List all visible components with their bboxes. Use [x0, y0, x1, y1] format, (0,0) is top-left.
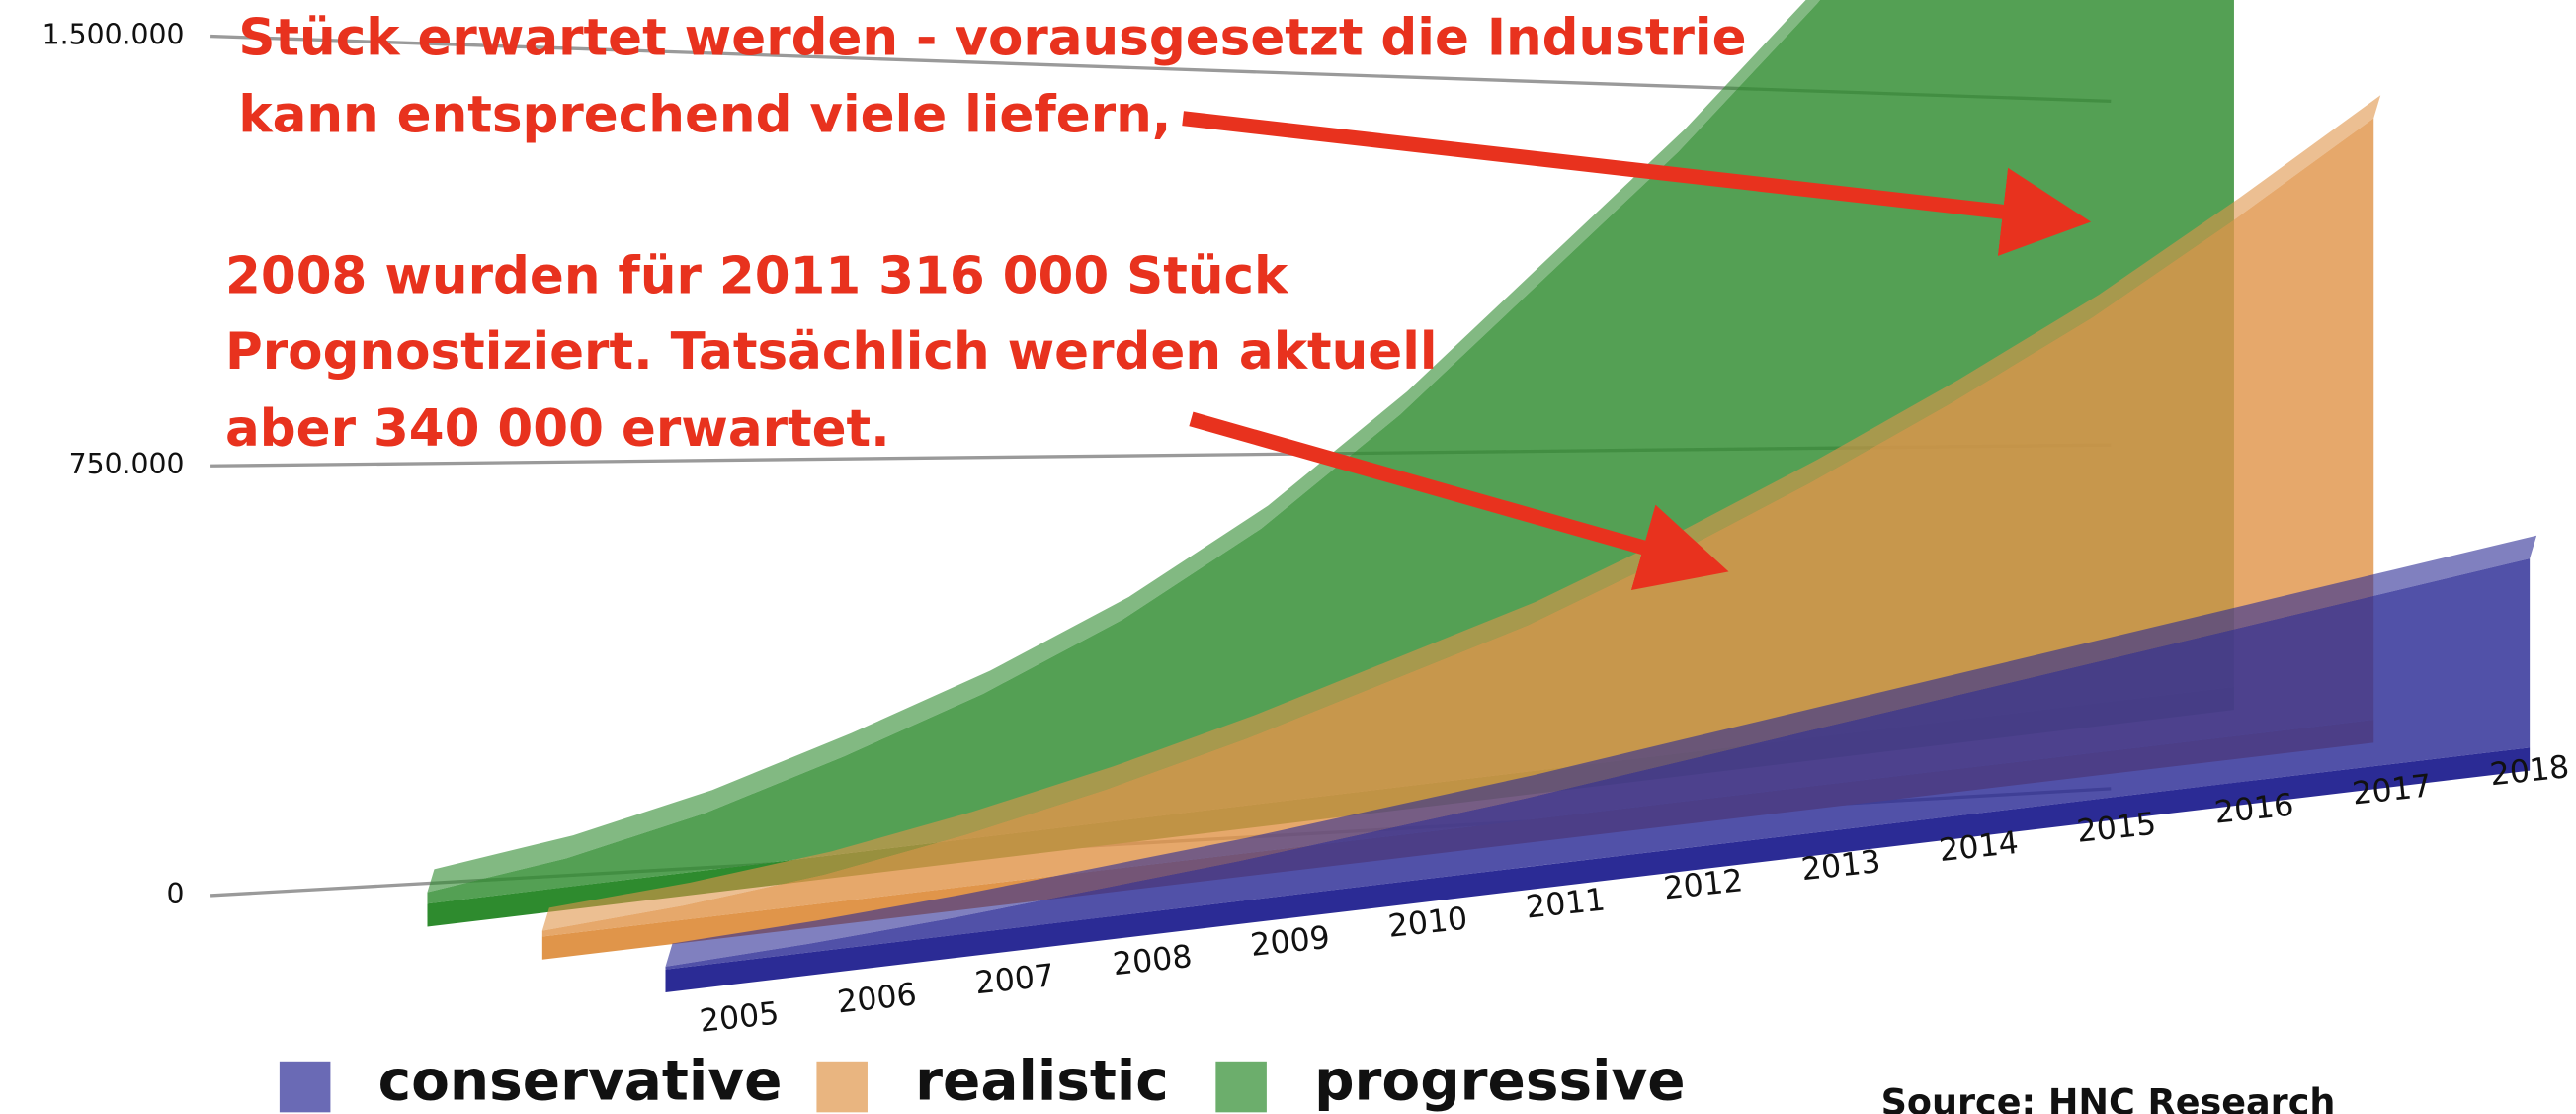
x-tick-label: 2016 — [2212, 788, 2295, 831]
source: Source: HNC Research — [1881, 1081, 2336, 1114]
annotation: Stück erwartet werden - vorausgesetzt di… — [238, 9, 1746, 68]
area-base — [665, 747, 2531, 992]
x-tick-label: 2005 — [698, 995, 781, 1039]
y-tick-label: 1.500.000 — [42, 19, 185, 51]
legend-swatch — [279, 1061, 331, 1113]
legend-label: conservative — [378, 1050, 783, 1114]
x-tick-label: 2007 — [973, 958, 1056, 1001]
legend-label: progressive — [1314, 1050, 1686, 1114]
area — [665, 558, 2531, 970]
x-tick-label: 2018 — [2488, 749, 2571, 793]
annotation: aber 340 000 erwartet. — [225, 399, 890, 459]
y-tick-label: 0 — [166, 878, 184, 910]
legend-swatch — [816, 1061, 868, 1113]
x-tick-label: 2009 — [1249, 920, 1332, 964]
x-tick-label: 2015 — [2075, 807, 2158, 850]
legend-swatch — [1215, 1061, 1267, 1113]
annotation: kann entsprechend viele liefern, — [238, 86, 1171, 145]
area-top — [665, 535, 2537, 967]
x-tick-label: 2014 — [1938, 825, 2021, 869]
annotation: Prognostiziert. Tatsächlich werden aktue… — [225, 322, 1437, 382]
x-tick-label: 2013 — [1799, 844, 1882, 888]
x-tick-label: 2011 — [1525, 882, 1608, 925]
x-tick-label: 2017 — [2351, 768, 2434, 812]
x-tick-label: 2012 — [1662, 863, 1745, 906]
y-tick-label: 750.000 — [69, 448, 185, 480]
arrow — [1182, 111, 2092, 256]
x-tick-label: 2008 — [1111, 939, 1194, 983]
annotation: 2008 wurden für 2011 316 000 Stück — [225, 247, 1289, 306]
arrow — [1189, 411, 1729, 590]
legend-label: realistic — [915, 1050, 1169, 1114]
x-tick-label: 2010 — [1386, 901, 1469, 945]
x-tick-label: 2006 — [836, 977, 919, 1020]
